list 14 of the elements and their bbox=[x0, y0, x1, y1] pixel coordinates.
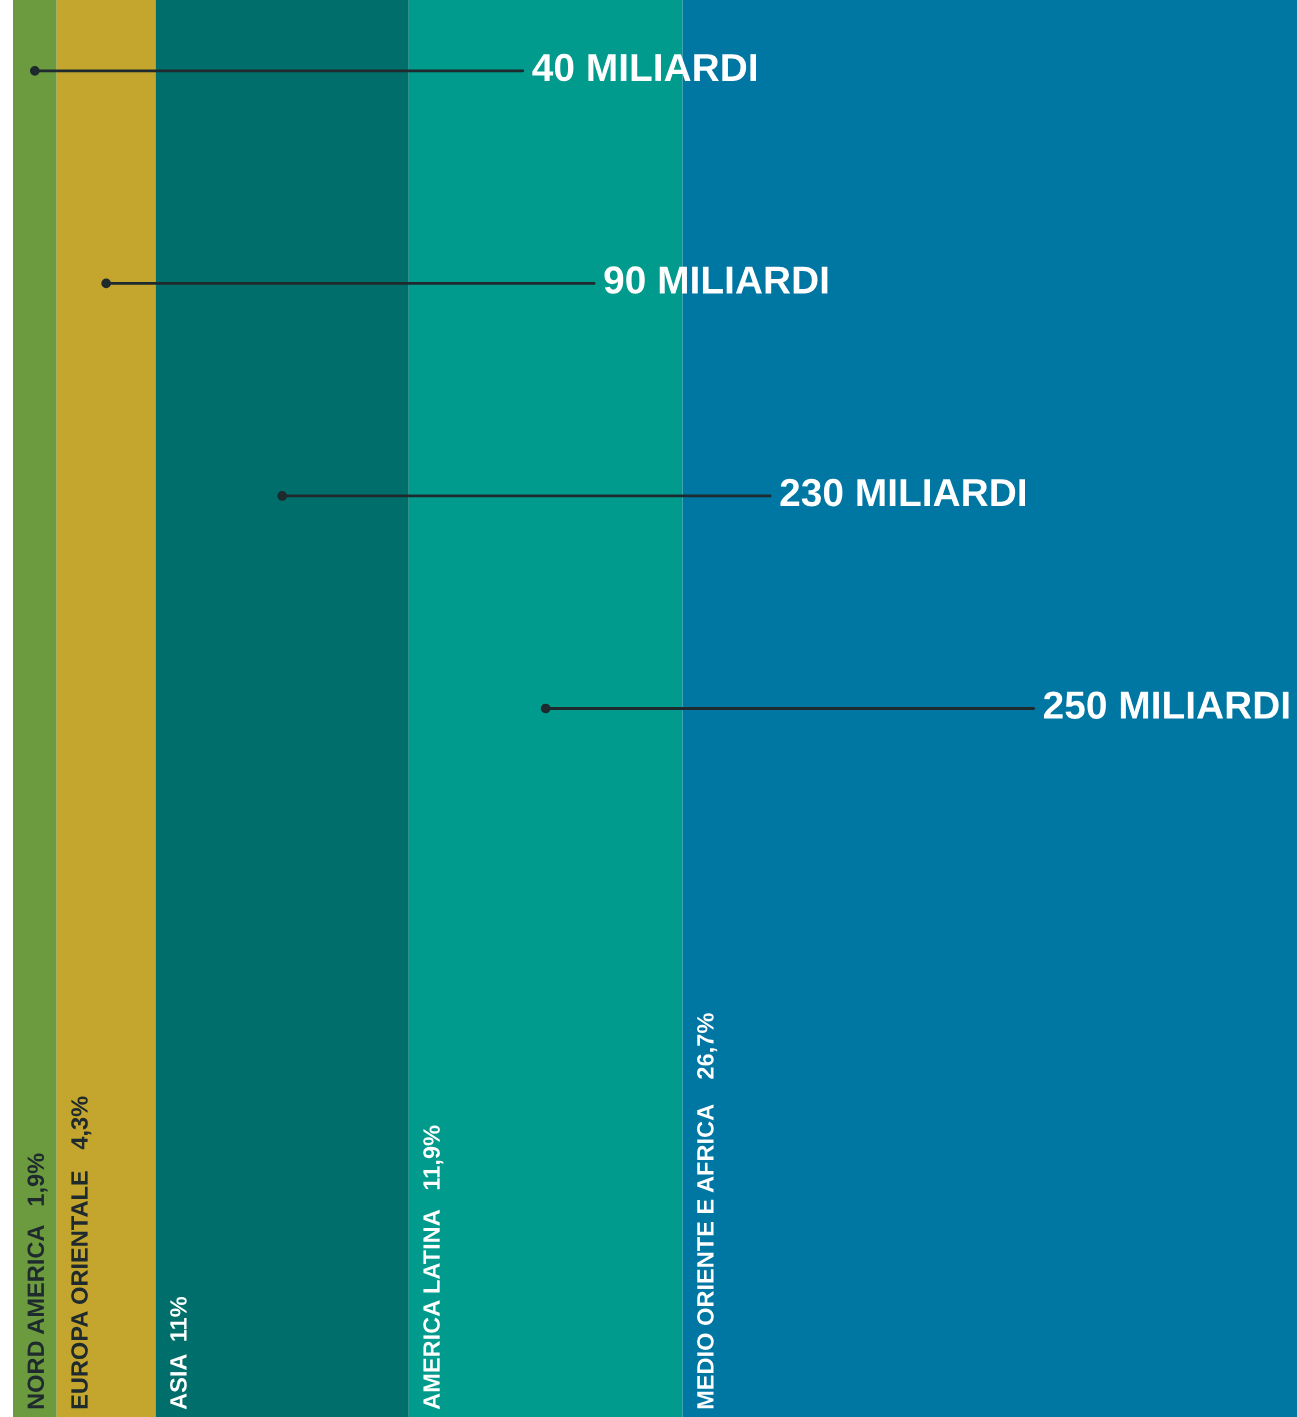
category-label: EUROPA ORIENTALE bbox=[71, 1171, 88, 1409]
text: 90 MILIARDI bbox=[604, 266, 828, 294]
data-label: 4,3% bbox=[71, 1096, 92, 1150]
category-label: MEDIO ORIENTE E AFRICA bbox=[697, 1104, 714, 1409]
data-label: 11% bbox=[170, 1296, 187, 1341]
text: 40 MILIARDI bbox=[532, 53, 757, 82]
text: 230 MILIARDI bbox=[780, 478, 1026, 507]
data-label: 26,7% bbox=[697, 1013, 718, 1079]
category-label: NORD AMERICA bbox=[27, 1225, 45, 1409]
category-label: ASIA bbox=[170, 1354, 187, 1410]
data-label: 11,9% bbox=[423, 1125, 444, 1190]
text: 250 MILIARDI bbox=[1043, 691, 1289, 719]
category-label: AMERICA LATINA bbox=[423, 1209, 440, 1410]
data-label: 1,9% bbox=[27, 1153, 48, 1206]
